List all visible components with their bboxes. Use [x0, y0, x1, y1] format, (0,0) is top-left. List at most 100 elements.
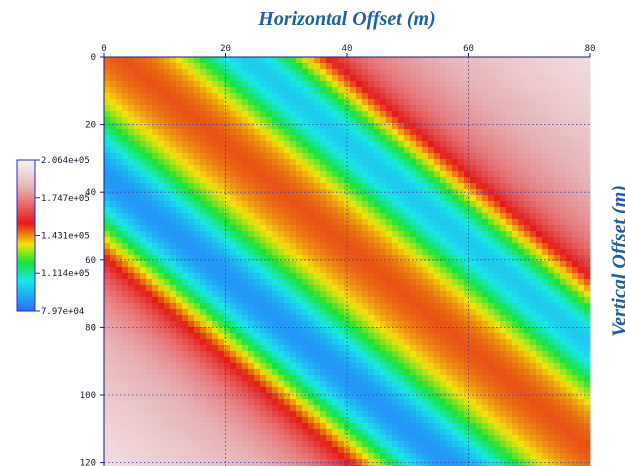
heatmap-cell: [224, 147, 231, 154]
heatmap-cell: [434, 411, 441, 418]
heatmap-cell: [146, 147, 153, 154]
heatmap-cell: [476, 261, 483, 268]
heatmap-cell: [452, 159, 459, 166]
heatmap-cell: [164, 333, 171, 340]
heatmap-cell: [236, 375, 243, 382]
heatmap-cell: [170, 105, 177, 112]
heatmap-cell: [314, 147, 321, 154]
heatmap-cell: [506, 237, 513, 244]
heatmap-cell: [182, 405, 189, 412]
heatmap-cell: [254, 195, 261, 202]
heatmap-cell: [230, 399, 237, 406]
heatmap-cell: [290, 117, 297, 124]
heatmap-cell: [362, 303, 369, 310]
heatmap-cell: [170, 357, 177, 364]
heatmap-cell: [116, 129, 123, 136]
heatmap-cell: [476, 255, 483, 262]
heatmap-cell: [488, 135, 495, 142]
heatmap-cell: [158, 165, 165, 172]
heatmap-cell: [242, 99, 249, 106]
heatmap-cell: [194, 207, 201, 214]
heatmap-cell: [440, 369, 447, 376]
heatmap-cell: [404, 423, 411, 430]
heatmap-cell: [188, 81, 195, 88]
heatmap-cell: [422, 417, 429, 424]
heatmap-cell: [422, 87, 429, 94]
heatmap-cell: [530, 231, 537, 238]
heatmap-cell: [554, 201, 561, 208]
heatmap-cell: [416, 345, 423, 352]
heatmap-cell: [332, 111, 339, 118]
heatmap-cell: [494, 123, 501, 130]
heatmap-cell: [548, 57, 555, 64]
heatmap-cell: [272, 219, 279, 226]
heatmap-cell: [470, 243, 477, 250]
heatmap-cell: [338, 411, 345, 418]
heatmap-cell: [296, 339, 303, 346]
heatmap-cell: [578, 153, 585, 160]
heatmap-cell: [284, 321, 291, 328]
heatmap-cell: [530, 81, 537, 88]
heatmap-cell: [524, 129, 531, 136]
heatmap-cell: [512, 225, 519, 232]
heatmap-cell: [140, 399, 147, 406]
heatmap-cell: [230, 327, 237, 334]
heatmap-cell: [206, 201, 213, 208]
heatmap-cell: [128, 195, 135, 202]
heatmap-cell: [206, 423, 213, 430]
heatmap-cell: [404, 351, 411, 358]
heatmap-cell: [440, 207, 447, 214]
heatmap-cell: [122, 411, 129, 418]
heatmap-cell: [224, 321, 231, 328]
heatmap-cell: [494, 255, 501, 262]
heatmap-cell: [296, 393, 303, 400]
heatmap-cell: [458, 345, 465, 352]
heatmap-cell: [482, 153, 489, 160]
heatmap-cell: [338, 123, 345, 130]
heatmap-cell: [302, 297, 309, 304]
heatmap-cell: [500, 105, 507, 112]
heatmap-cell: [422, 99, 429, 106]
heatmap-cell: [182, 117, 189, 124]
heatmap-cell: [374, 159, 381, 166]
heatmap-cell: [572, 399, 579, 406]
heatmap-cell: [440, 375, 447, 382]
heatmap-cell: [428, 405, 435, 412]
heatmap-cell: [440, 87, 447, 94]
heatmap-cell: [386, 105, 393, 112]
heatmap-cell: [134, 177, 141, 184]
heatmap-cell: [296, 405, 303, 412]
heatmap-cell: [302, 111, 309, 118]
heatmap-cell: [566, 303, 573, 310]
heatmap-cell: [428, 309, 435, 316]
heatmap-cell: [386, 297, 393, 304]
heatmap-cell: [374, 129, 381, 136]
heatmap-cell: [380, 417, 387, 424]
heatmap-cell: [560, 141, 567, 148]
heatmap-cell: [212, 411, 219, 418]
heatmap-cell: [512, 99, 519, 106]
heatmap-cell: [260, 315, 267, 322]
heatmap-cell: [176, 213, 183, 220]
heatmap-cell: [548, 369, 555, 376]
heatmap-cell: [308, 309, 315, 316]
heatmap-cell: [218, 375, 225, 382]
heatmap-cell: [272, 243, 279, 250]
heatmap-cell: [506, 243, 513, 250]
heatmap-cell: [176, 315, 183, 322]
heatmap-cell: [566, 375, 573, 382]
heatmap-cell: [188, 303, 195, 310]
heatmap-cell: [188, 369, 195, 376]
heatmap-cell: [296, 81, 303, 88]
heatmap-cell: [428, 81, 435, 88]
heatmap-cell: [224, 75, 231, 82]
heatmap-cell: [536, 201, 543, 208]
heatmap-cell: [446, 333, 453, 340]
heatmap-cell: [488, 363, 495, 370]
heatmap-cell: [164, 237, 171, 244]
heatmap-cell: [434, 147, 441, 154]
heatmap-cell: [398, 147, 405, 154]
heatmap-cell: [410, 141, 417, 148]
heatmap-cell: [506, 339, 513, 346]
heatmap-cell: [452, 345, 459, 352]
